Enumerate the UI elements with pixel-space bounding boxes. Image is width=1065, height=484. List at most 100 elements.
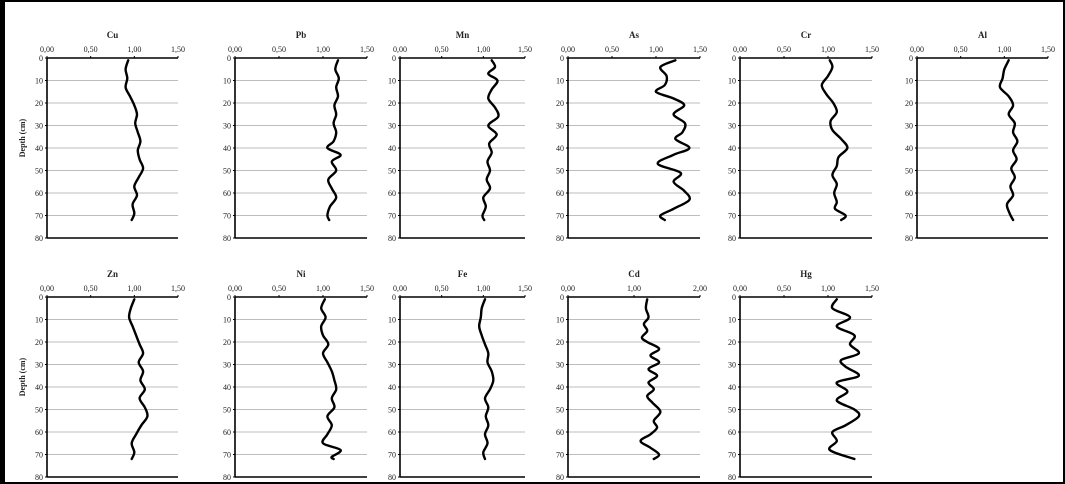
series-line-fe	[477, 298, 495, 461]
x-tick-label-cu-0: 0,00	[40, 45, 54, 54]
x-tick-label-ni-2: 1,00	[316, 284, 330, 293]
y-tick-label-fe-20: 20	[388, 338, 396, 347]
y-tick-label-cd-80: 80	[556, 473, 564, 482]
y-tick-label-al-20: 20	[905, 99, 913, 108]
x-tick-label-cr-0: 0,00	[733, 45, 747, 54]
panel-al: 0 10 20 30 40 50 60 70 80 0,00 0,50 1,00 1,50 Al	[905, 30, 1055, 243]
y-tick-label-ni-0: 0	[227, 293, 231, 302]
panel-title-as: As	[629, 30, 639, 40]
panel-title-pb: Pb	[296, 30, 307, 40]
y-tick-label-mn-50: 50	[388, 167, 396, 176]
x-tick-label-mn-3: 1,50	[518, 45, 532, 54]
panel-as: 0 10 20 30 40 50 60 70 80 0,00 0,50 1,00 1,50 As	[556, 30, 707, 243]
y-tick-label-pb-30: 30	[223, 122, 231, 131]
y-tick-label-fe-50: 50	[388, 406, 396, 415]
y-tick-label-cu-20: 20	[35, 99, 43, 108]
y-tick-label-hg-40: 40	[728, 383, 736, 392]
y-tick-label-cu-0: 0	[39, 54, 43, 63]
y-tick-label-cr-0: 0	[732, 54, 736, 63]
x-tick-label-as-0: 0,00	[561, 45, 575, 54]
x-tick-label-mn-2: 1,00	[476, 45, 490, 54]
panel-zn: 0 10 20 30 40 50 60 70 80 0,00 0,50 1,00 1,50 Zn Depth…	[18, 269, 185, 482]
x-tick-label-al-0: 0,00	[910, 45, 924, 54]
x-tick-label-cr-1: 0,50	[777, 45, 791, 54]
y-tick-label-ni-70: 70	[223, 451, 231, 460]
y-tick-label-hg-20: 20	[728, 338, 736, 347]
x-tick-label-hg-0: 0,00	[733, 284, 747, 293]
panel-title-ni: Ni	[297, 269, 306, 279]
y-tick-label-fe-0: 0	[392, 293, 396, 302]
panel-title-mn: Mn	[456, 30, 470, 40]
y-tick-label-as-60: 60	[556, 189, 564, 198]
panel-title-cd: Cd	[628, 269, 640, 279]
series-line-zn	[127, 298, 149, 461]
x-tick-label-mn-1: 0,50	[435, 45, 449, 54]
y-tick-label-as-30: 30	[556, 122, 564, 131]
x-tick-label-cr-2: 1,00	[821, 45, 835, 54]
panel-mn: 0 10 20 30 40 50 60 70 80 0,00 0,50 1,00 1,50 Mn	[388, 30, 532, 243]
y-tick-label-zn-50: 50	[35, 406, 43, 415]
x-tick-label-al-2: 1,00	[997, 45, 1011, 54]
y-tick-label-as-70: 70	[556, 212, 564, 221]
x-tick-label-zn-1: 0,50	[84, 284, 98, 293]
y-tick-label-cd-20: 20	[556, 338, 564, 347]
y-tick-label-hg-50: 50	[728, 406, 736, 415]
y-tick-label-al-30: 30	[905, 122, 913, 131]
panel-fe: 0 10 20 30 40 50 60 70 80 0,00 0,50 1,00 1,50 Fe	[388, 269, 532, 482]
y-tick-label-al-40: 40	[905, 144, 913, 153]
series-line-hg	[828, 298, 861, 461]
y-tick-label-mn-70: 70	[388, 212, 396, 221]
x-tick-label-hg-1: 0,50	[777, 284, 791, 293]
y-tick-label-as-10: 10	[556, 77, 564, 86]
panel-ni: 0 10 20 30 40 50 60 70 80 0,00 0,50 1,00 1,50 Ni	[223, 269, 374, 482]
x-tick-label-cd-0: 0,00	[561, 284, 575, 293]
y-tick-label-ni-30: 30	[223, 361, 231, 370]
panel-title-zn: Zn	[107, 269, 118, 279]
y-tick-label-pb-40: 40	[223, 144, 231, 153]
x-tick-label-mn-0: 0,00	[393, 45, 407, 54]
y-tick-label-fe-80: 80	[388, 473, 396, 482]
y-tick-label-cu-30: 30	[35, 122, 43, 131]
y-axis-label-zn: Depth (cm)	[18, 357, 27, 396]
y-tick-label-cd-60: 60	[556, 428, 564, 437]
y-tick-label-al-80: 80	[905, 234, 913, 243]
y-tick-label-mn-30: 30	[388, 122, 396, 131]
y-tick-label-fe-60: 60	[388, 428, 396, 437]
series-line-pb	[326, 59, 342, 222]
y-tick-label-hg-0: 0	[732, 293, 736, 302]
y-tick-label-fe-40: 40	[388, 383, 396, 392]
y-tick-label-ni-60: 60	[223, 428, 231, 437]
x-tick-label-al-3: 1,50	[1041, 45, 1055, 54]
y-tick-label-cd-40: 40	[556, 383, 564, 392]
y-tick-label-zn-20: 20	[35, 338, 43, 347]
y-tick-label-hg-10: 10	[728, 316, 736, 325]
x-tick-label-cu-1: 0,50	[84, 45, 98, 54]
y-tick-label-mn-10: 10	[388, 77, 396, 86]
y-tick-label-as-20: 20	[556, 99, 564, 108]
y-tick-label-cu-70: 70	[35, 212, 43, 221]
y-tick-label-pb-0: 0	[227, 54, 231, 63]
x-tick-label-fe-3: 1,50	[518, 284, 532, 293]
x-tick-label-cu-2: 1,00	[127, 45, 141, 54]
y-tick-label-pb-70: 70	[223, 212, 231, 221]
y-tick-label-cr-80: 80	[728, 234, 736, 243]
y-tick-label-fe-70: 70	[388, 451, 396, 460]
x-tick-label-hg-2: 1,00	[821, 284, 835, 293]
panel-cr: 0 10 20 30 40 50 60 70 80 0,00 0,50 1,00 1,50 Cr	[728, 30, 879, 243]
y-tick-label-as-40: 40	[556, 144, 564, 153]
x-tick-label-ni-1: 0,50	[272, 284, 286, 293]
y-tick-label-cr-50: 50	[728, 167, 736, 176]
panel-title-al: Al	[978, 30, 987, 40]
y-tick-label-al-0: 0	[909, 54, 913, 63]
panel-title-hg: Hg	[800, 269, 812, 279]
y-tick-label-ni-80: 80	[223, 473, 231, 482]
y-tick-label-cd-70: 70	[556, 451, 564, 460]
x-tick-label-cu-3: 1,50	[171, 45, 185, 54]
y-tick-label-mn-80: 80	[388, 234, 396, 243]
y-tick-label-cu-60: 60	[35, 189, 43, 198]
y-tick-label-al-50: 50	[905, 167, 913, 176]
series-line-mn	[481, 59, 500, 222]
x-tick-label-as-2: 1,00	[649, 45, 663, 54]
